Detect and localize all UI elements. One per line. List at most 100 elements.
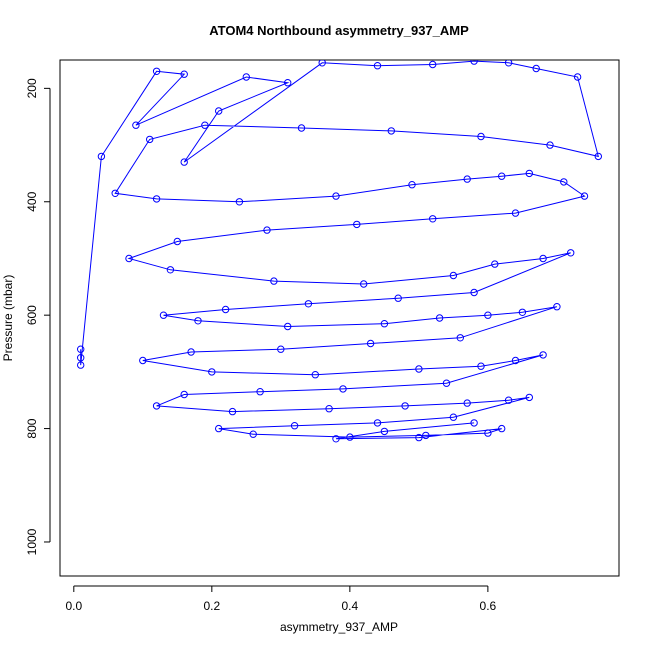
data-point — [546, 141, 554, 149]
data-point — [442, 379, 451, 387]
data-point — [498, 172, 506, 180]
data-point — [284, 79, 292, 87]
data-point — [180, 390, 188, 399]
data-point — [159, 311, 168, 319]
data-point — [346, 433, 354, 441]
data-point — [449, 271, 458, 280]
data-point — [270, 277, 278, 285]
x-tick-label: 0.2 — [203, 599, 220, 613]
data-point — [290, 422, 299, 430]
data-point — [125, 254, 133, 263]
data-point — [380, 320, 389, 328]
data-point — [146, 135, 154, 144]
data-point — [339, 385, 347, 393]
data-point — [429, 60, 437, 69]
data-point — [477, 132, 485, 141]
data-point — [380, 427, 389, 436]
data-point — [463, 175, 471, 183]
data-point — [77, 354, 85, 362]
data-point — [242, 73, 251, 81]
data-point — [511, 356, 520, 365]
series-line — [80, 60, 599, 440]
data-point — [415, 365, 423, 373]
data-point — [77, 361, 85, 369]
data-point — [567, 249, 575, 257]
data-point — [387, 127, 395, 135]
data-point — [580, 192, 589, 200]
data-point — [277, 345, 285, 353]
data-point — [132, 121, 140, 129]
data-point — [408, 181, 416, 189]
data-point — [525, 393, 533, 402]
data-point — [366, 339, 375, 348]
data-point — [477, 362, 485, 370]
data-point — [360, 280, 368, 288]
data-point — [373, 61, 382, 70]
chart-title: ATOM4 Northbound asymmetry_937_AMP — [209, 23, 469, 38]
data-point — [111, 189, 119, 198]
data-point — [215, 107, 223, 115]
data-point — [194, 317, 202, 325]
data-point — [435, 314, 444, 322]
data-point — [429, 215, 437, 223]
data-point — [449, 413, 458, 421]
y-tick-label: 800 — [25, 418, 39, 438]
data-point — [235, 198, 244, 206]
data-point — [97, 152, 106, 161]
data-point — [256, 388, 264, 396]
data-point — [139, 356, 147, 365]
data-point — [422, 431, 430, 440]
data-point — [484, 311, 492, 319]
plot-frame — [59, 59, 620, 577]
y-axis: 200 400 600 800 1000 — [25, 78, 51, 555]
data-point — [373, 419, 382, 427]
data-point — [484, 429, 492, 437]
data-point — [394, 294, 402, 302]
x-axis: 0.0 0.2 0.4 0.6 — [65, 585, 497, 613]
data-layer — [77, 60, 602, 443]
x-axis-label: asymmetry_937_AMP — [280, 620, 398, 634]
data-point — [201, 121, 209, 129]
data-point — [470, 419, 478, 427]
data-point — [504, 60, 513, 67]
data-point — [284, 322, 292, 331]
x-tick-label: 0.0 — [65, 599, 82, 613]
data-point — [152, 195, 161, 203]
y-tick-label: 600 — [25, 305, 39, 325]
data-point — [539, 351, 547, 359]
data-point — [311, 371, 319, 379]
data-point — [208, 368, 216, 376]
data-point — [463, 399, 471, 407]
data-point — [221, 305, 230, 314]
data-point — [152, 67, 161, 76]
y-axis-label: Pressure (mbar) — [1, 275, 15, 362]
data-point — [470, 60, 478, 65]
data-point — [180, 158, 188, 166]
y-tick-label: 200 — [25, 78, 39, 98]
data-point — [228, 407, 237, 416]
data-point — [504, 396, 513, 404]
data-point — [456, 334, 464, 342]
data-point — [498, 424, 506, 433]
data-point — [304, 300, 313, 308]
data-point — [518, 308, 527, 316]
data-point — [553, 303, 561, 311]
data-point — [532, 64, 540, 73]
data-point — [180, 70, 188, 78]
data-point — [187, 348, 195, 356]
y-tick-label: 1000 — [25, 528, 39, 555]
data-point — [332, 435, 340, 443]
x-tick-label: 0.6 — [480, 599, 497, 613]
data-point — [332, 192, 340, 200]
data-point — [415, 433, 423, 442]
data-point — [539, 254, 547, 263]
data-point — [173, 237, 182, 246]
y-tick-label: 400 — [25, 191, 39, 211]
data-point — [491, 260, 499, 268]
data-point — [297, 124, 306, 132]
data-point — [525, 169, 533, 178]
data-point — [215, 424, 223, 433]
data-point — [166, 266, 175, 274]
